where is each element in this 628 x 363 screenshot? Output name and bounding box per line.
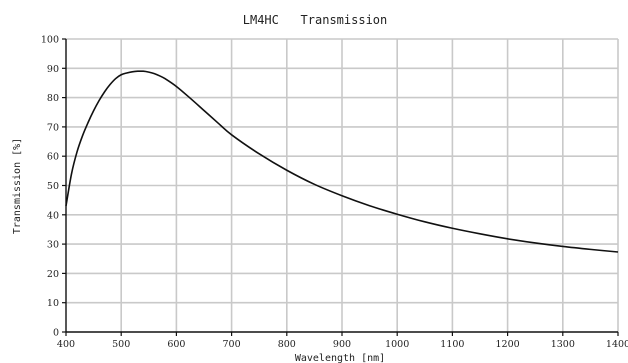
- x-tick-label: 1100: [440, 339, 464, 350]
- y-tick-label: 40: [47, 210, 59, 221]
- y-tick-label: 20: [47, 269, 59, 280]
- ticks: 400 500 600 700 800 900 1000 1100 1200 1300 1400 0 1…: [41, 35, 628, 351]
- x-tick-label: 600: [167, 339, 185, 350]
- y-axis-label: Transmission [%]: [12, 138, 23, 234]
- y-tick-label: 50: [47, 181, 59, 192]
- y-tick-label: 30: [47, 240, 59, 251]
- chart-title: LM4HC Transmission: [243, 13, 388, 27]
- x-tick-label: 500: [112, 339, 130, 350]
- x-tick-label: 1300: [551, 339, 575, 350]
- y-tick-label: 10: [47, 298, 59, 309]
- y-tick-label: 60: [47, 152, 59, 163]
- x-axis-label: Wavelength [nm]: [295, 353, 385, 363]
- x-tick-label: 1000: [385, 339, 409, 350]
- x-tick-label: 1400: [606, 339, 628, 350]
- y-tick-label: 0: [53, 328, 59, 339]
- transmission-curve: [65, 70, 619, 253]
- y-tick-label: 90: [47, 64, 59, 75]
- y-tick-label: 100: [41, 35, 59, 46]
- x-tick-label: 400: [57, 339, 75, 350]
- y-tick-label: 70: [47, 122, 59, 133]
- x-tick-label: 700: [223, 339, 241, 350]
- y-tick-label: 80: [47, 93, 59, 104]
- x-tick-label: 800: [278, 339, 296, 350]
- x-tick-label: 1200: [496, 339, 520, 350]
- grid-lines: [66, 38, 619, 332]
- series-layer: [65, 70, 619, 253]
- x-tick-label: 900: [333, 339, 351, 350]
